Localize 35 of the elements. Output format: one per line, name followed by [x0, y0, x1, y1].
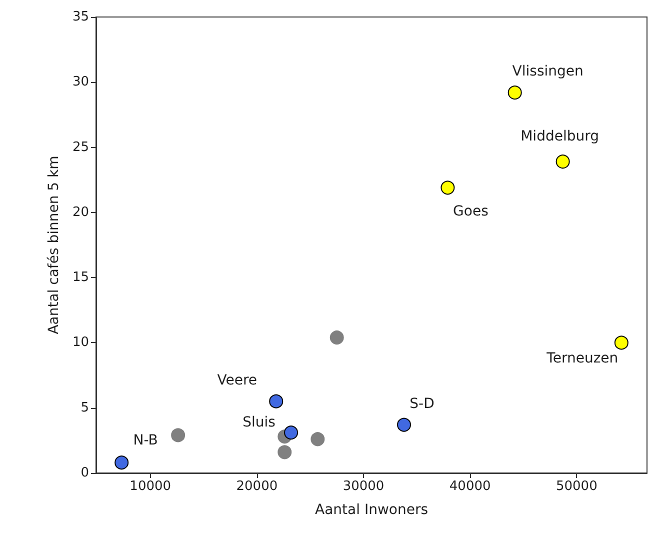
- annotation: Vlissingen: [512, 64, 584, 80]
- point: [397, 418, 412, 432]
- x-tick-label: 10000: [130, 479, 172, 494]
- annotation: Goes: [453, 204, 488, 220]
- y-tick-label: 5: [80, 400, 89, 416]
- point: [114, 456, 129, 470]
- annotation: Sluis: [242, 414, 276, 431]
- x-tick-label: 50000: [556, 479, 598, 494]
- point: [269, 394, 284, 408]
- annotation: Terneuzen: [546, 350, 618, 367]
- y-tick-label: 15: [72, 270, 89, 286]
- y-axis-title: Aantal cafés binnen 5 km: [46, 156, 62, 334]
- point: [508, 86, 522, 100]
- y-tick-label: 25: [72, 140, 89, 155]
- y-tick-label: 20: [72, 204, 89, 220]
- y-tick-label: 30: [72, 74, 89, 90]
- y-tick-label: 10: [72, 335, 89, 350]
- point: [330, 330, 344, 344]
- y-tick-label: 35: [72, 10, 89, 24]
- x-tick-label: 40000: [449, 479, 491, 494]
- point: [171, 428, 186, 442]
- point: [284, 426, 298, 440]
- point: [440, 180, 455, 195]
- point: [556, 154, 570, 169]
- y-tick-label: 0: [80, 466, 89, 480]
- point: [278, 445, 292, 460]
- annotation: N-B: [133, 432, 158, 449]
- annotation: S-D: [410, 396, 434, 412]
- annotation: Veere: [217, 372, 258, 388]
- point: [310, 432, 325, 446]
- annotation: Middelburg: [520, 128, 600, 145]
- point: [614, 336, 628, 350]
- x-tick-label: 30000: [342, 479, 384, 494]
- x-axis-title: Aantal Inwoners: [315, 502, 428, 518]
- x-tick-label: 20000: [236, 479, 278, 494]
